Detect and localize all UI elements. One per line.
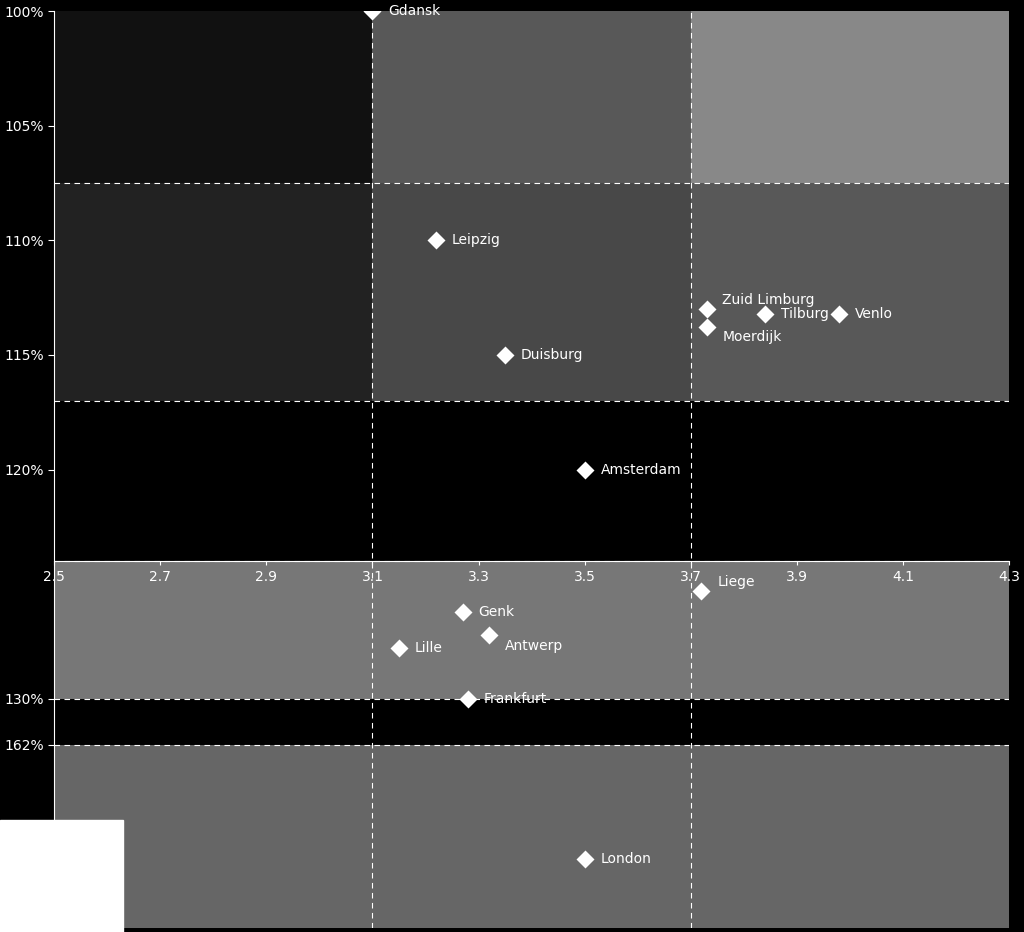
Bar [54, 561, 1009, 652]
Bar [690, 11, 1009, 183]
Bar [54, 183, 373, 401]
Bar [54, 745, 1009, 928]
Bar [54, 561, 1009, 699]
Text: Duisburg: Duisburg [521, 348, 584, 362]
Text: Leipzig: Leipzig [452, 233, 501, 247]
Text: Lille: Lille [415, 641, 442, 655]
Bar [54, 11, 373, 183]
Text: Tilburg: Tilburg [781, 307, 828, 321]
Text: Moerdijk: Moerdijk [723, 330, 782, 344]
Text: London: London [600, 852, 651, 866]
Text: Antwerp: Antwerp [505, 639, 563, 653]
Text: Frankfurt: Frankfurt [483, 692, 547, 706]
Bar [373, 11, 690, 183]
Text: Gdansk: Gdansk [388, 4, 440, 18]
Text: Liege: Liege [717, 575, 755, 589]
Text: Zuid Limburg: Zuid Limburg [723, 293, 815, 307]
Bar [373, 183, 690, 401]
Text: Genk: Genk [478, 605, 515, 619]
Text: Venlo: Venlo [855, 307, 893, 321]
Text: Amsterdam: Amsterdam [600, 462, 681, 476]
Bar [690, 183, 1009, 401]
